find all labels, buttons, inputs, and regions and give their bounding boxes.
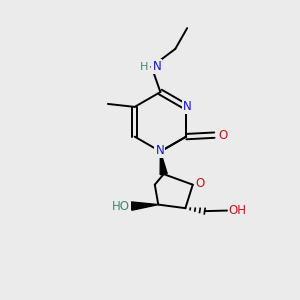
Polygon shape [131, 202, 158, 210]
Text: N: N [155, 144, 164, 158]
Text: N: N [183, 100, 192, 113]
Text: HO: HO [112, 200, 130, 213]
Text: H: H [140, 62, 148, 72]
Text: O: O [218, 129, 227, 142]
Polygon shape [160, 152, 167, 175]
Text: O: O [196, 177, 205, 190]
Text: N: N [152, 60, 161, 73]
Text: OH: OH [229, 204, 247, 217]
